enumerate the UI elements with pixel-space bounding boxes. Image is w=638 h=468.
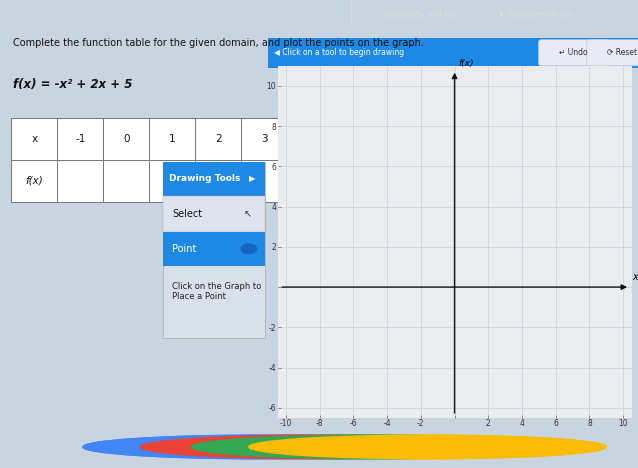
- Text: 1: 1: [169, 134, 175, 144]
- Text: Drawing Tools: Drawing Tools: [169, 174, 241, 183]
- Text: 3: 3: [261, 134, 267, 144]
- Text: Geography and His...: Geography and His...: [383, 10, 463, 19]
- FancyBboxPatch shape: [149, 118, 195, 160]
- Circle shape: [191, 435, 549, 459]
- Circle shape: [241, 244, 256, 254]
- Text: Point: Point: [172, 244, 197, 254]
- Circle shape: [191, 435, 549, 459]
- FancyBboxPatch shape: [195, 118, 241, 160]
- Text: ★ Registered Nurse...: ★ Registered Nurse...: [498, 10, 580, 19]
- Bar: [163, 232, 265, 266]
- Text: ⟳ Reset: ⟳ Reset: [607, 48, 637, 57]
- Text: Complete the function table for the given domain, and plot the points on the gra: Complete the function table for the give…: [13, 38, 424, 48]
- FancyBboxPatch shape: [241, 160, 287, 202]
- Text: ↖: ↖: [244, 209, 252, 219]
- Bar: [163, 196, 265, 232]
- FancyBboxPatch shape: [57, 118, 103, 160]
- FancyBboxPatch shape: [149, 160, 195, 202]
- Text: -1: -1: [75, 134, 85, 144]
- Circle shape: [249, 435, 606, 459]
- FancyBboxPatch shape: [538, 40, 609, 66]
- Circle shape: [83, 435, 440, 459]
- FancyBboxPatch shape: [587, 40, 638, 66]
- Circle shape: [249, 435, 606, 459]
- FancyBboxPatch shape: [195, 160, 241, 202]
- Text: ◀ Click on a tool to begin drawing: ◀ Click on a tool to begin drawing: [274, 48, 404, 57]
- FancyBboxPatch shape: [11, 118, 57, 160]
- Circle shape: [83, 435, 440, 459]
- Text: f(x): f(x): [458, 59, 473, 68]
- FancyBboxPatch shape: [241, 118, 287, 160]
- Text: Click on the Graph to
Place a Point: Click on the Graph to Place a Point: [172, 282, 262, 301]
- FancyBboxPatch shape: [103, 160, 149, 202]
- Text: ↵ Undo: ↵ Undo: [560, 48, 588, 57]
- Text: x: x: [632, 272, 638, 282]
- Text: 0: 0: [123, 134, 130, 144]
- FancyBboxPatch shape: [57, 160, 103, 202]
- Text: ▶: ▶: [249, 174, 255, 183]
- Bar: [268, 38, 638, 68]
- Circle shape: [140, 435, 498, 459]
- Text: f(x): f(x): [26, 176, 43, 186]
- Circle shape: [140, 435, 498, 459]
- Text: f(x) = -x² + 2x + 5: f(x) = -x² + 2x + 5: [13, 78, 132, 91]
- Text: x: x: [31, 134, 38, 144]
- FancyBboxPatch shape: [103, 118, 149, 160]
- Text: 2: 2: [215, 134, 221, 144]
- Text: Select: Select: [172, 209, 202, 219]
- FancyBboxPatch shape: [11, 160, 57, 202]
- Bar: [163, 162, 265, 196]
- Bar: [163, 162, 265, 338]
